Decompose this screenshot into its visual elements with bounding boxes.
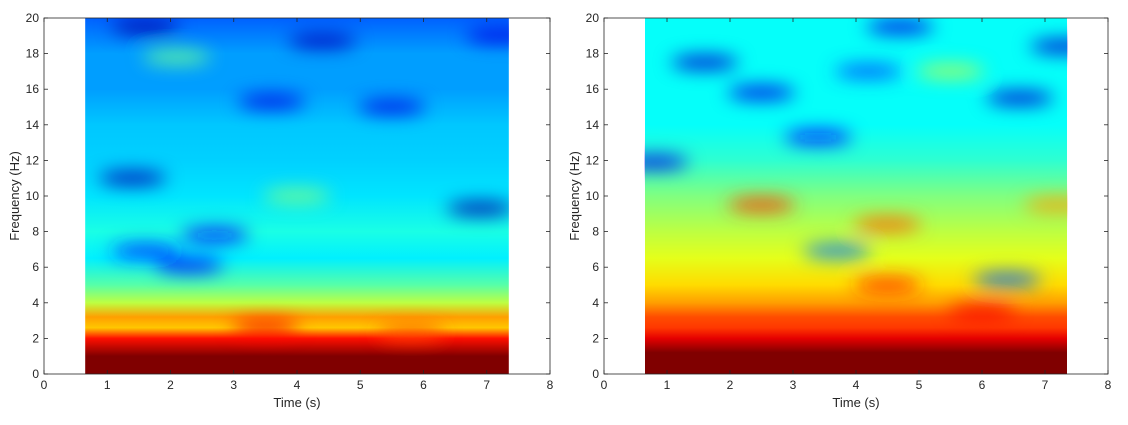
heatmap-blob	[98, 171, 167, 186]
heatmap-blob	[357, 100, 426, 114]
y-tick-label: 10	[26, 189, 40, 203]
x-tick-label: 7	[1042, 378, 1049, 392]
heatmap-blob	[866, 19, 935, 34]
heatmap-blob	[1023, 197, 1068, 212]
y-tick-label: 8	[592, 225, 599, 239]
y-tick-label: 8	[32, 225, 39, 239]
heatmap-blob	[180, 228, 249, 243]
y-tick-label: 18	[26, 47, 40, 61]
heatmap-blob	[142, 50, 211, 65]
x-tick-label: 6	[979, 378, 986, 392]
heatmap-blob	[1029, 39, 1068, 54]
heatmap-blob	[644, 155, 689, 170]
heatmap-blob	[727, 197, 796, 212]
heatmap-blob	[376, 326, 445, 341]
spectrogram-right: 0 1 2 3 4 5 6 7 8 0 2 4 6 8 10 12 14 16 18 20 Time (s) Freque…	[560, 0, 1128, 425]
y-tick-label: 14	[26, 118, 40, 132]
y-tick-label: 6	[592, 260, 599, 274]
heatmap-blob	[288, 34, 357, 49]
heatmap-blob	[916, 64, 985, 79]
y-tick-label: 16	[586, 82, 600, 96]
x-tick-label: 1	[104, 378, 111, 392]
heatmap-blob	[155, 258, 224, 273]
y-tick-label: 12	[26, 153, 40, 167]
heatmap-blob	[985, 91, 1054, 106]
x-tick-label: 6	[420, 378, 427, 392]
heatmap-blob	[834, 64, 903, 79]
y-tick-label: 2	[32, 331, 39, 345]
y-tick-label: 4	[592, 296, 599, 310]
heatmap-blob	[784, 130, 853, 145]
heatmap-blob	[231, 320, 300, 335]
heatmap-blob	[948, 304, 1016, 319]
y-tick-label: 16	[26, 82, 40, 96]
x-tick-label: 5	[916, 378, 923, 392]
heatmap-blob	[670, 55, 739, 70]
y-tick-label: 10	[586, 189, 600, 203]
y-tick-label: 0	[592, 367, 599, 381]
y-tick-label: 18	[586, 47, 600, 61]
x-tick-label: 0	[41, 378, 48, 392]
x-axis-label: Time (s)	[832, 395, 879, 410]
x-tick-label: 5	[357, 378, 364, 392]
y-axis-label: Frequency (Hz)	[7, 151, 22, 241]
heatmap-blob	[853, 217, 922, 232]
heatmap-blob	[465, 28, 509, 43]
x-axis-label: Time (s)	[273, 395, 320, 410]
x-tick-label: 7	[483, 378, 490, 392]
heatmap-blob	[446, 201, 509, 216]
x-tick-label: 4	[294, 378, 301, 392]
x-tick-label: 3	[230, 378, 237, 392]
heatmap-blob	[111, 244, 180, 259]
y-tick-label: 20	[586, 11, 600, 25]
y-tick-label: 0	[32, 367, 39, 381]
spectrogram-left: 0 1 2 3 4 5 6 7 8 0 2 4 6 8 10 12 14 16 18 20 Time (s) Freque…	[0, 0, 560, 425]
y-axis-label: Frequency (Hz)	[567, 151, 582, 241]
heatmap	[85, 18, 509, 374]
x-tick-label: 2	[727, 378, 734, 392]
x-tick-label: 4	[853, 378, 860, 392]
x-tick-label: 8	[1105, 378, 1112, 392]
heatmap-blob	[263, 189, 331, 203]
y-tick-label: 14	[586, 118, 600, 132]
x-tick-label: 8	[547, 378, 554, 392]
heatmap-blob	[853, 278, 922, 292]
x-tick-label: 2	[167, 378, 174, 392]
heatmap-blob	[111, 19, 180, 34]
x-tick-label: 1	[664, 378, 671, 392]
heatmap	[644, 18, 1068, 374]
x-tick-label: 3	[790, 378, 797, 392]
y-tick-label: 2	[592, 331, 599, 345]
y-tick-label: 12	[586, 153, 600, 167]
y-tick-label: 6	[32, 260, 39, 274]
y-tick-label: 20	[26, 11, 40, 25]
heatmap-blob	[803, 244, 872, 259]
x-tick-label: 0	[601, 378, 608, 392]
heatmap-blob	[237, 94, 306, 109]
y-tick-label: 4	[32, 296, 39, 310]
heatmap-blob	[973, 272, 1042, 287]
heatmap-blob	[727, 85, 796, 100]
